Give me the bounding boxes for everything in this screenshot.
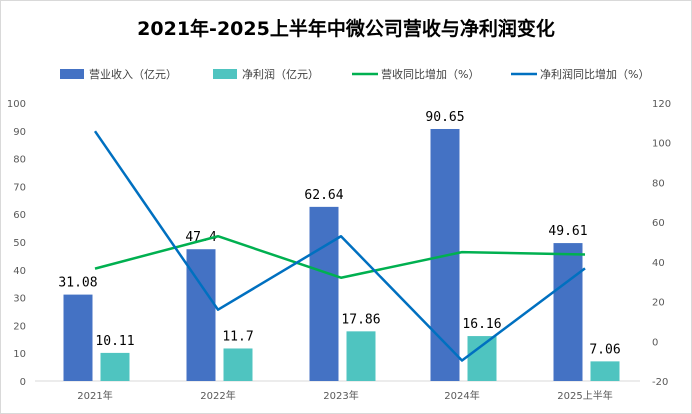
data-label: 17.86 (341, 312, 380, 327)
right-axis-tick: 0 (652, 337, 658, 348)
revenue-bar (309, 206, 339, 381)
data-label: 31.08 (58, 276, 97, 291)
x-axis-tick: 2025上半年 (557, 389, 612, 402)
data-label: 62.64 (304, 188, 343, 203)
right-axis-tick: 60 (652, 218, 665, 229)
net-profit-bar (346, 331, 376, 381)
data-label: 16.16 (462, 317, 501, 332)
left-axis-tick: 30 (13, 294, 26, 305)
right-axis-tick: 120 (652, 99, 671, 110)
x-axis-tick: 2022年 (200, 389, 235, 402)
data-label: 49.61 (548, 224, 587, 239)
left-axis-tick: 80 (13, 155, 26, 166)
left-axis-tick: 10 (13, 349, 26, 360)
data-label: 10.11 (95, 334, 134, 349)
right-axis-tick: -20 (652, 377, 668, 388)
left-axis-tick: 40 (13, 266, 26, 277)
legend-swatch (60, 69, 84, 79)
left-axis-tick: 70 (13, 182, 26, 193)
left-axis-tick: 0 (20, 377, 26, 388)
data-label: 11.7 (222, 329, 253, 344)
right-axis-tick: 80 (652, 178, 665, 189)
left-axis-tick: 20 (13, 321, 26, 332)
right-axis-tick: 20 (652, 298, 665, 309)
left-axis-tick: 60 (13, 210, 26, 221)
left-axis-tick: 100 (7, 99, 26, 110)
legend-label: 营收同比增加（%） (381, 67, 479, 81)
right-axis-tick: 100 (652, 139, 671, 150)
revenue-growth-line (94, 234, 586, 279)
right-axis-tick: 40 (652, 258, 665, 269)
x-axis-tick: 2021年 (77, 389, 112, 402)
x-axis-tick: 2023年 (323, 389, 358, 402)
legend-label: 净利润（亿元） (242, 67, 319, 81)
chart-title: 2021年-2025上半年中微公司营收与净利润变化 (137, 18, 555, 40)
net-profit-bar (223, 348, 253, 381)
left-axis-tick: 50 (13, 238, 26, 249)
legend-label: 净利润同比增加（%） (540, 67, 649, 81)
data-label: 7.06 (589, 342, 620, 357)
net-profit-bar (100, 352, 130, 381)
legend-label: 营业收入（亿元） (89, 67, 177, 81)
data-label: 90.65 (425, 110, 464, 125)
net-profit-bar (467, 336, 497, 381)
revenue-bar (63, 294, 93, 381)
x-axis-tick: 2024年 (444, 389, 479, 402)
net-profit-bar (590, 361, 620, 381)
left-axis-tick: 90 (13, 127, 26, 138)
revenue-bar (553, 243, 583, 381)
legend-swatch (213, 69, 237, 79)
net-profit-growth-line (93, 130, 586, 362)
